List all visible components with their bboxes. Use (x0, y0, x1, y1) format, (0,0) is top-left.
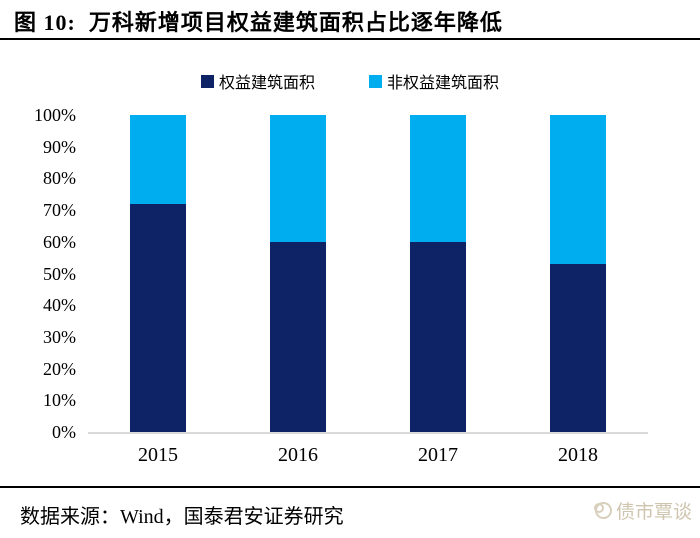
watermark-logo-icon (593, 501, 612, 519)
segment-equity-area (270, 241, 326, 432)
plot-area (88, 115, 648, 434)
segment-equity-area (410, 241, 466, 432)
x-tick-label: 2018 (558, 444, 598, 466)
y-tick-label: 30% (43, 326, 76, 347)
y-tick-label: 10% (43, 390, 76, 411)
legend-label: 非权益建筑面积 (387, 75, 500, 92)
bar-slot-2017 (368, 115, 508, 432)
y-tick-label: 80% (43, 168, 76, 189)
legend-item-non-equity: 非权益建筑面积 (369, 69, 499, 93)
legend-swatch-icon (200, 74, 214, 88)
watermark: 债市覃谈 (593, 497, 692, 524)
y-tick-label: 100% (34, 105, 76, 125)
y-axis: 0% 10% 20% 30% 40% 50% 60% 70% 80% 90% 100% (0, 105, 76, 442)
bar-slot-2016 (228, 115, 368, 432)
segment-non-equity-area (270, 115, 326, 242)
segment-non-equity-area (550, 115, 606, 264)
segment-non-equity-area (410, 115, 466, 242)
legend-label: 权益建筑面积 (218, 75, 315, 92)
segment-non-equity-area (130, 115, 186, 204)
footer-divider (0, 486, 700, 488)
stacked-bar-2016 (270, 115, 326, 432)
x-tick-label: 2017 (418, 444, 458, 466)
x-tick-label: 2015 (138, 444, 178, 466)
stacked-bar-2017 (410, 115, 466, 432)
bar-slot-2018 (508, 115, 648, 432)
x-axis: 2015 2016 2017 2018 (88, 444, 648, 467)
y-tick-label: 50% (43, 263, 76, 284)
legend-item-equity: 权益建筑面积 (200, 69, 315, 93)
bar-slot-2015 (88, 115, 228, 432)
segment-equity-area (130, 203, 186, 432)
y-tick-label: 90% (43, 136, 76, 157)
y-tick-label: 40% (43, 295, 76, 316)
y-tick-label: 60% (43, 231, 76, 252)
y-tick-label: 70% (43, 200, 76, 221)
watermark-text: 债市覃谈 (615, 502, 692, 523)
figure-title: 图 10: 万科新增项目权益建筑面积占比逐年降低 (14, 10, 503, 35)
legend-swatch-icon (369, 74, 382, 88)
y-tick-label: 0% (52, 422, 76, 442)
title-divider (0, 38, 700, 40)
stacked-bar-2015 (130, 115, 186, 432)
segment-equity-area (550, 264, 606, 432)
x-tick-label: 2016 (278, 444, 318, 466)
chart-legend: 权益建筑面积 非权益建筑面积 (0, 69, 700, 93)
y-tick-label: 20% (43, 358, 76, 379)
stacked-bar-2018 (550, 115, 606, 432)
data-source: 数据来源：Wind，国泰君安证券研究 (20, 506, 344, 528)
